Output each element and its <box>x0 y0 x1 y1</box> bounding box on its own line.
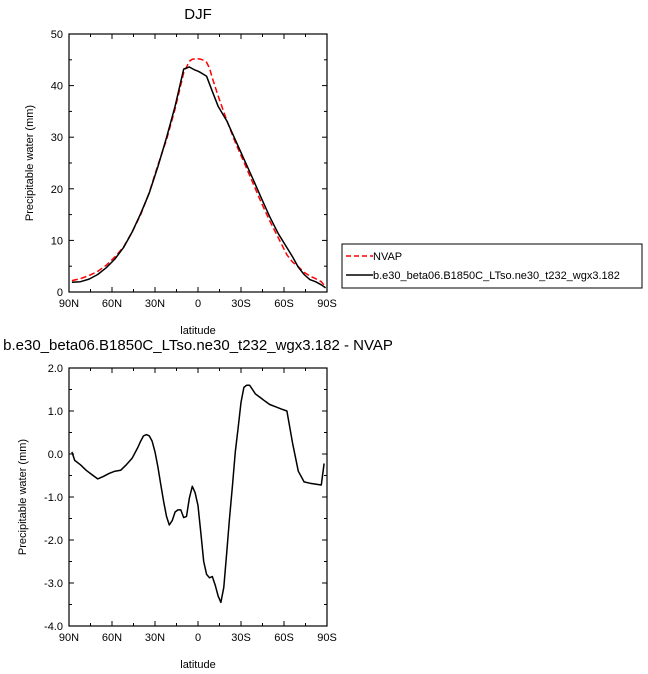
bottom-y-tick-label: -3.0 <box>44 578 63 590</box>
bottom-plot-frame <box>68 367 328 627</box>
top-series-line-1 <box>71 66 327 289</box>
bottom-x-tick-label: 30N <box>145 632 165 644</box>
bottom-x-tick-label: 90N <box>59 632 79 644</box>
top-y-axis-label: Precipitable water (mm) <box>24 105 36 221</box>
bottom-series-line-0 <box>71 384 325 604</box>
top-x-tick-label: 30N <box>145 298 165 310</box>
bottom-x-tick-label: 60N <box>102 632 122 644</box>
bottom-y-tick-label: 1.0 <box>48 406 63 418</box>
top-x-tick-label: 60S <box>274 298 294 310</box>
legend-nvap-label: NVAP <box>373 251 402 263</box>
top-x-tick-label: 30S <box>231 298 251 310</box>
top-y-tick-label: 40 <box>51 81 63 93</box>
top-x-tick-label: 60N <box>102 298 122 310</box>
legend-model-label: b.e30_beta06.B1850C_LTso.ne30_t232_wgx3.… <box>373 270 620 282</box>
bottom-panel: b.e30_beta06.B1850C_LTso.ne30_t232_wgx3.… <box>3 337 393 671</box>
bottom-axis-ticks: 90N 60N 30N 0 30S 60S 90S -4.0 -3.0 -2.0 -1.0 0.0 1.… <box>44 363 337 644</box>
top-x-tick-label: 90N <box>59 298 79 310</box>
top-x-axis-label: latitude <box>180 325 215 337</box>
top-axis-ticks: 90N 60N 30N 0 30S 60S 90S 0 10 20 30 40 50 <box>51 29 337 310</box>
top-plot-frame <box>68 33 328 293</box>
bottom-chart-title: b.e30_beta06.B1850C_LTso.ne30_t232_wgx3.… <box>3 337 393 354</box>
bottom-y-tick-label: -1.0 <box>44 492 63 504</box>
bottom-series-lines <box>71 384 325 604</box>
top-series-line-0 <box>71 58 327 288</box>
top-chart-title: DJF <box>184 6 212 23</box>
bottom-y-axis-label: Precipitable water (mm) <box>17 439 29 555</box>
bottom-y-tick-label: 0.0 <box>48 449 63 461</box>
legend: NVAP b.e30_beta06.B1850C_LTso.ne30_t232_… <box>341 243 643 289</box>
bottom-x-tick-label: 0 <box>195 632 201 644</box>
top-y-tick-label: 20 <box>51 184 63 196</box>
bottom-y-tick-label: -2.0 <box>44 535 63 547</box>
top-y-tick-label: 10 <box>51 235 63 247</box>
top-x-tick-label: 90S <box>317 298 337 310</box>
top-y-tick-label: 0 <box>57 287 63 299</box>
bottom-y-tick-label: 2.0 <box>48 363 63 375</box>
bottom-x-tick-label: 30S <box>231 632 251 644</box>
top-x-tick-label: 0 <box>195 298 201 310</box>
bottom-y-tick-label: -4.0 <box>44 621 63 633</box>
top-series-lines <box>71 58 327 289</box>
top-y-tick-label: 30 <box>51 132 63 144</box>
top-y-tick-label: 50 <box>51 29 63 41</box>
bottom-x-tick-label: 60S <box>274 632 294 644</box>
bottom-x-tick-label: 90S <box>317 632 337 644</box>
bottom-x-axis-label: latitude <box>180 659 215 671</box>
legend-box <box>341 243 643 289</box>
top-panel: DJF Precipitable water (mm) latitude 90N… <box>24 6 337 337</box>
